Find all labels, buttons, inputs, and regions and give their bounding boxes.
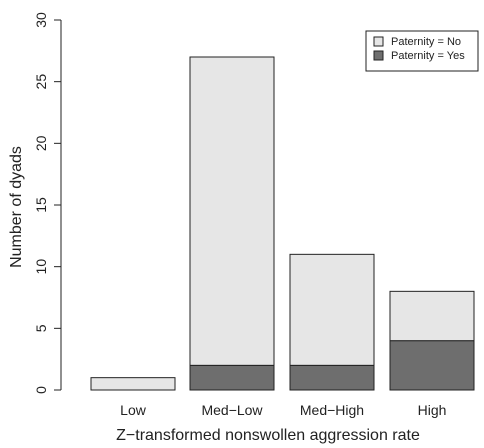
- y-axis-label: Number of dyads: [8, 146, 25, 268]
- x-tick-label: Med−Low: [201, 402, 263, 418]
- y-tick-label: 5: [33, 324, 49, 332]
- bar-segment: [189, 56, 275, 366]
- bar-segment: [289, 253, 375, 366]
- y-tick-label: 20: [33, 135, 49, 151]
- bar-segment: [389, 290, 475, 342]
- y-axis: 0 5 10 15 20 25 30: [33, 12, 62, 394]
- legend-swatch: [373, 36, 384, 47]
- x-tick-label: High: [418, 402, 447, 418]
- bar-segment: [389, 340, 475, 391]
- legend: Paternity = No Paternity = Yes: [365, 30, 479, 72]
- legend-swatch: [373, 50, 384, 61]
- bar-segment: [289, 364, 375, 391]
- bar-segment: [189, 364, 275, 391]
- x-axis: Low Med−Low Med−High High: [120, 402, 447, 418]
- legend-label: Paternity = Yes: [391, 50, 465, 62]
- x-axis-label: Z−transformed nonswollen aggression rate: [116, 427, 420, 444]
- bar-segment: [90, 377, 176, 391]
- y-tick-label: 10: [33, 259, 49, 275]
- legend-box: [365, 30, 479, 72]
- bars: [90, 56, 475, 391]
- legend-label: Paternity = No: [391, 36, 461, 48]
- y-tick-label: 15: [33, 197, 49, 213]
- x-tick-label: Low: [120, 402, 147, 418]
- y-tick-label: 0: [33, 386, 49, 394]
- y-tick-label: 30: [33, 12, 49, 28]
- x-tick-label: Med−High: [300, 402, 364, 418]
- y-tick-label: 25: [33, 74, 49, 90]
